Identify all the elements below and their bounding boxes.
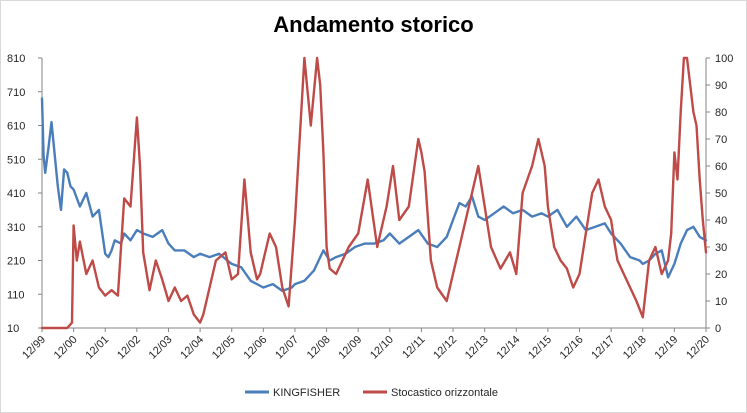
x-tick-label: 12/04: [178, 334, 206, 362]
x-tick-label: 12/19: [653, 334, 681, 362]
x-tick-label: 12/10: [368, 334, 396, 362]
y-right-tick-label: 100: [715, 53, 733, 65]
x-tick-label: 12/14: [494, 334, 522, 362]
y-left-tick-label: 110: [7, 289, 25, 301]
legend-label-2: Stocastico orizzontale: [391, 387, 498, 399]
y-left-tick-label: 310: [7, 222, 25, 234]
y-right-tick-label: 80: [715, 107, 727, 119]
x-tick-label: 12/17: [589, 334, 617, 362]
x-tick-label: 12/13: [463, 334, 491, 362]
x-tick-label: 12/12: [431, 334, 459, 362]
x-tick-label: 12/02: [115, 334, 143, 362]
y-right-tick-label: 0: [715, 323, 721, 335]
y-left-tick-label: 10: [7, 323, 19, 335]
series-line-2: [40, 56, 708, 330]
x-tick-label: 12/99: [20, 334, 48, 362]
x-tick-label: 12/00: [52, 334, 80, 362]
x-tick-label: 12/01: [83, 334, 111, 362]
y-right-tick-label: 30: [715, 242, 727, 254]
y-right-tick-label: 90: [715, 80, 727, 92]
y-left-tick-label: 410: [7, 188, 25, 200]
series-line-1: [40, 97, 708, 293]
y-left-tick-label: 210: [7, 256, 25, 268]
y-right-tick-label: 20: [715, 269, 727, 281]
x-tick-label: 12/06: [242, 334, 270, 362]
y-right-tick-label: 70: [715, 134, 727, 146]
x-tick-label: 12/16: [558, 334, 586, 362]
y-right-tick-label: 40: [715, 215, 727, 227]
y-right-tick-label: 10: [715, 296, 727, 308]
y-left-tick-label: 510: [7, 154, 25, 166]
chart-title: Andamento storico: [273, 12, 474, 37]
x-tick-label: 12/07: [273, 334, 301, 362]
y-left-tick-label: 710: [7, 87, 25, 99]
y-left-tick-label: 610: [7, 121, 25, 133]
y-right-tick-label: 60: [715, 161, 727, 173]
y-left-tick-label: 810: [7, 53, 25, 65]
y-right-tick-label: 50: [715, 188, 727, 200]
x-tick-label: 12/05: [210, 334, 238, 362]
x-tick-label: 12/09: [336, 334, 364, 362]
x-tick-label: 12/20: [684, 334, 712, 362]
x-tick-label: 12/15: [526, 334, 554, 362]
legend-label-1: KINGFISHER: [273, 387, 340, 399]
x-tick-label: 12/11: [400, 334, 427, 361]
x-tick-label: 12/18: [621, 334, 649, 362]
x-tick-label: 12/03: [147, 334, 175, 362]
x-tick-label: 12/08: [305, 334, 333, 362]
